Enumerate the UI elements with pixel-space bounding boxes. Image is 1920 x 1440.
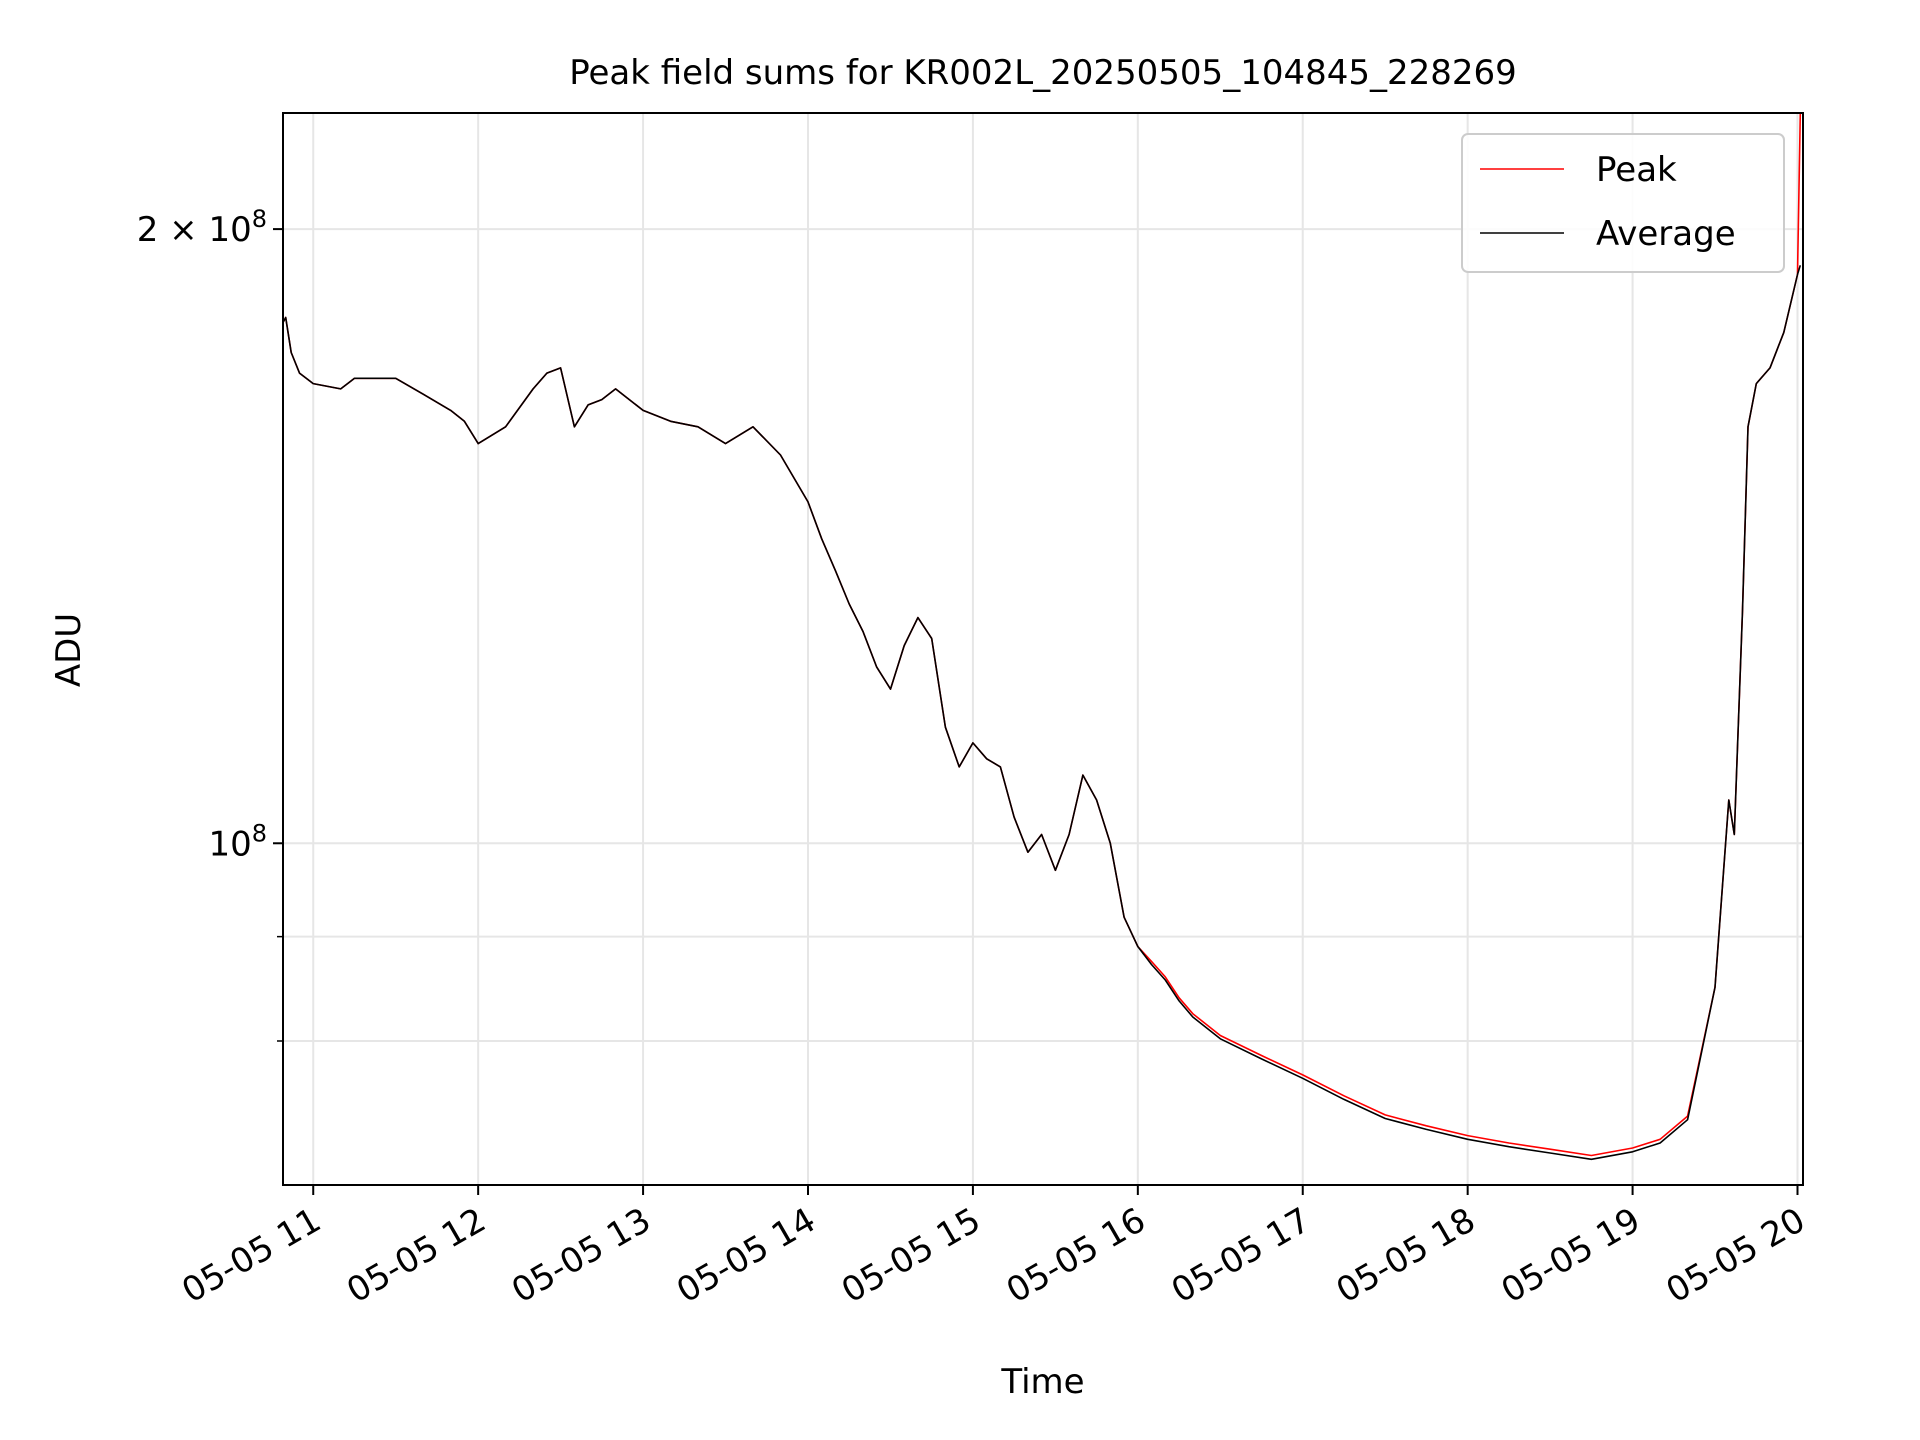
x-tick-label: 05-05 12 (340, 1200, 492, 1311)
plot-frame (282, 112, 1804, 1186)
chart-title: Peak field sums for KR002L_20250505_1048… (569, 53, 1517, 93)
y-tick-label-exponent: 8 (252, 819, 267, 847)
x-tick-label: 05-05 20 (1660, 1200, 1812, 1311)
x-tick-label: 05-05 16 (1000, 1200, 1152, 1311)
x-tick-label: 05-05 17 (1165, 1200, 1317, 1311)
legend-label-average: Average (1596, 214, 1736, 254)
x-tick-label: 05-05 19 (1495, 1200, 1647, 1311)
y-tick-label-exponent: 8 (252, 205, 267, 233)
series-line-average (282, 265, 1802, 1161)
y-tick-label-base: 2 × 10 (137, 210, 252, 250)
x-tick-label: 05-05 14 (670, 1200, 822, 1311)
x-axis-ticks: 05-05 11 05-05 12 05-05 13 05-05 14 05-05 15… (175, 1185, 1812, 1311)
y-tick-label: 108 (208, 819, 267, 864)
y-tick-label: 2 × 108 (137, 205, 267, 250)
grid (283, 113, 1803, 1185)
x-axis-label: Time (1000, 1362, 1084, 1402)
x-tick-label: 05-05 18 (1330, 1200, 1482, 1311)
x-tick-label: 05-05 11 (175, 1200, 327, 1311)
y-tick-label-base: 10 (208, 824, 251, 864)
y-axis-label: ADU (49, 613, 89, 687)
x-tick-label: 05-05 13 (505, 1200, 657, 1311)
series-lines (282, 112, 1802, 1161)
x-tick-label: 05-05 15 (835, 1200, 987, 1311)
legend: Peak Average (1461, 133, 1785, 273)
legend-label-peak: Peak (1596, 150, 1677, 190)
